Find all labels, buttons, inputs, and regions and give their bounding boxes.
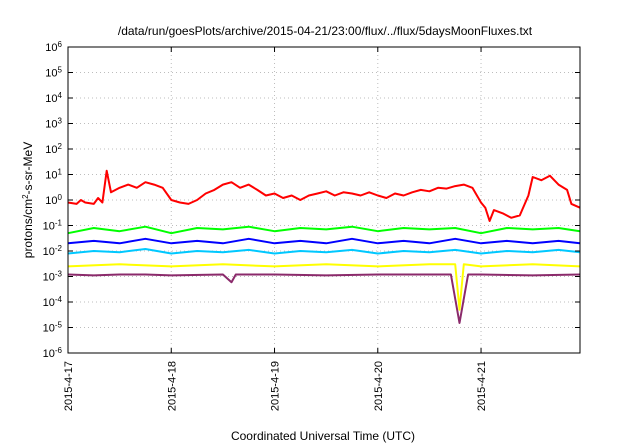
x-tick-label: 2015-4-19 (270, 361, 282, 411)
y-tick-label: 10-1 (43, 218, 63, 233)
y-tick-label: 103 (45, 116, 62, 131)
y-axis-label-main: protons/cm (21, 199, 35, 258)
series-line-1 (67, 169, 581, 222)
y-axis-label-rest: -s-sr-MeV (21, 142, 35, 195)
y-tick-label: 102 (45, 142, 62, 157)
x-tick-labels: 2015-4-17 2015-4-18 2015-4-19 2015-4-20 2015… (63, 361, 488, 411)
series-line-6 (67, 273, 581, 324)
x-tick-label: 2015-4-21 (476, 361, 488, 411)
y-tick-label: 10-5 (43, 320, 63, 335)
x-axis-label: Coordinated Universal Time (UTC) (231, 429, 415, 443)
x-tick-label: 2015-4-18 (166, 361, 178, 411)
series-line-2 (67, 225, 581, 235)
y-tick-label: 105 (45, 65, 62, 80)
grid-lines (67, 47, 580, 353)
x-tick-label: 2015-4-20 (373, 361, 385, 411)
y-tick-label: 10-4 (43, 295, 63, 310)
y-axis-label-superscript: 2 (21, 194, 30, 199)
y-tick-label: 106 (45, 40, 62, 55)
y-tick-label: 10-3 (43, 269, 63, 284)
y-tick-label: 10-6 (43, 346, 63, 361)
y-tick-label: 101 (45, 167, 62, 182)
series-line-5 (67, 263, 581, 311)
axis-ticks (67, 46, 580, 354)
x-tick-label: 2015-4-17 (63, 361, 75, 411)
y-axis-label: protons/cm2-s-sr-MeV (21, 142, 36, 258)
chart-title: /data/run/goesPlots/archive/2015-04-21/2… (118, 24, 533, 38)
y-tick-label: 10-2 (43, 244, 63, 259)
y-tick-label: 104 (45, 91, 62, 106)
series-layer (67, 169, 581, 324)
y-tick-labels: 10-6 10-5 10-4 10-3 10-2 10-1 100 101 102 103 104 1… (43, 40, 63, 361)
series-line-4 (67, 248, 581, 255)
series-line-3 (67, 237, 581, 245)
y-tick-label: 100 (45, 193, 62, 208)
